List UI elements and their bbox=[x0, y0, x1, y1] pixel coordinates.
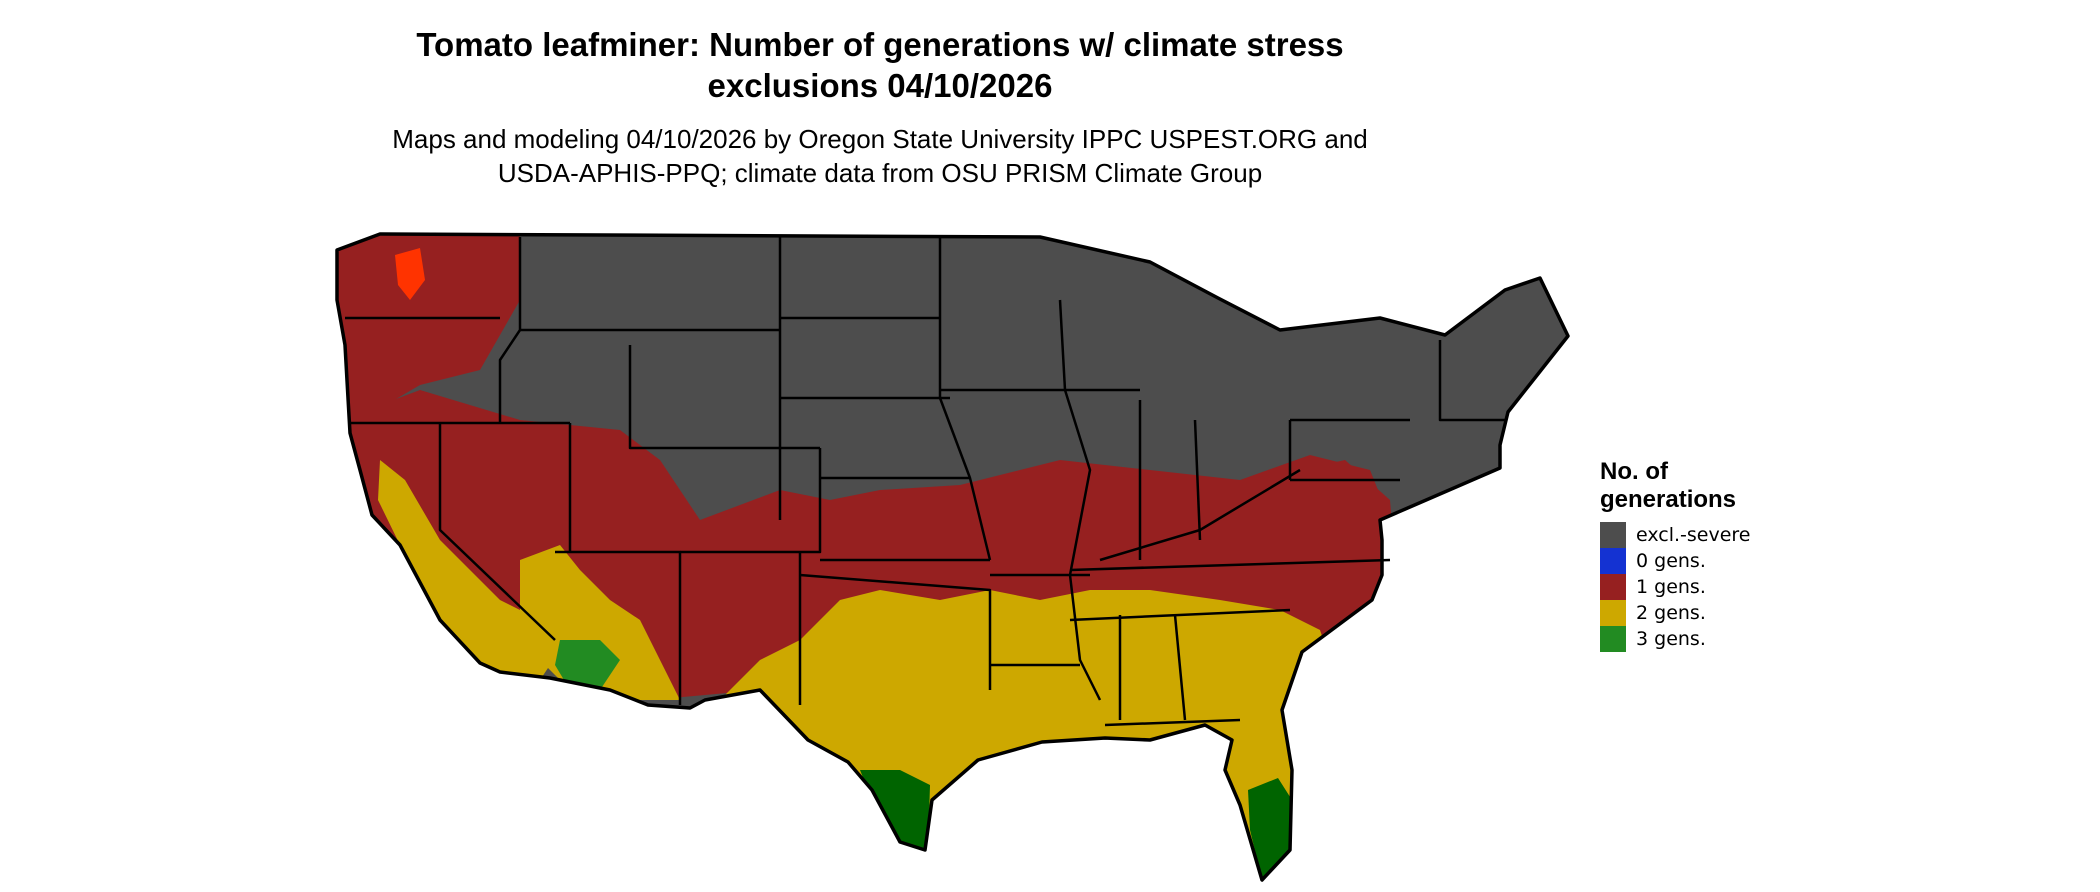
legend-swatch bbox=[1600, 574, 1626, 600]
zone-3-gen-south-florida bbox=[1248, 778, 1292, 880]
map-title: Tomato leafminer: Number of generations … bbox=[380, 24, 1380, 106]
border-tn-south bbox=[1069, 608, 1291, 622]
border-ohio-river bbox=[1099, 468, 1301, 562]
legend: No. of generations excl.-severe 0 gens. 1 … bbox=[1600, 458, 1800, 652]
border-new-england bbox=[1438, 340, 1505, 422]
border-tn-north bbox=[1069, 558, 1391, 572]
border-ca-nv bbox=[438, 423, 556, 641]
state-borders bbox=[335, 232, 1570, 882]
border-in-oh bbox=[1193, 419, 1202, 541]
us-outline bbox=[335, 232, 1570, 882]
border-ok-tx bbox=[799, 573, 992, 690]
legend-label: 3 gens. bbox=[1636, 628, 1706, 650]
legend-label: 1 gens. bbox=[1636, 576, 1706, 598]
legend-item: 0 gens. bbox=[1600, 548, 1800, 574]
zone-hotspot-puget-sound bbox=[395, 248, 425, 300]
map-subtitle-line-2: USDA-APHIS-PPQ; climate data from OSU PR… bbox=[497, 158, 1263, 188]
map-subtitle-line-1: Maps and modeling 04/10/2026 by Oregon S… bbox=[392, 124, 1368, 154]
zone-2-gen-california bbox=[378, 460, 560, 680]
map-title-line-1: Tomato leafminer: Number of generations … bbox=[416, 26, 1344, 63]
zone-3-gen-arizona bbox=[555, 640, 620, 690]
legend-title: No. of generations bbox=[1600, 458, 1800, 514]
border-co-nm bbox=[680, 448, 822, 554]
border-al-ga bbox=[1173, 614, 1187, 721]
legend-swatch bbox=[1600, 626, 1626, 652]
zone-2-gen-gulf bbox=[720, 590, 1330, 880]
map-title-line-2: exclusions 04/10/2026 bbox=[707, 67, 1053, 104]
zone-3-gen-south-texas bbox=[860, 770, 930, 850]
border-wy-co bbox=[628, 345, 820, 450]
zone-1-gen-mid-atlantic bbox=[1300, 460, 1395, 610]
legend-title-line-1: No. of bbox=[1600, 458, 1668, 485]
legend-items: excl.-severe 0 gens. 1 gens. 2 gens. 3 gens. bbox=[1600, 522, 1800, 652]
border-id-west bbox=[498, 237, 522, 423]
border-ga-fl bbox=[1104, 718, 1241, 727]
legend-item: 1 gens. bbox=[1600, 574, 1800, 600]
legend-item: excl.-severe bbox=[1600, 522, 1800, 548]
legend-item: 2 gens. bbox=[1600, 600, 1800, 626]
zone-1-gen-pacific-northwest bbox=[337, 234, 520, 430]
legend-swatch bbox=[1600, 548, 1626, 574]
map-subtitle: Maps and modeling 04/10/2026 by Oregon S… bbox=[380, 122, 1380, 190]
legend-title-line-2: generations bbox=[1600, 486, 1737, 513]
legend-label: excl.-severe bbox=[1636, 524, 1751, 546]
legend-swatch bbox=[1600, 600, 1626, 626]
legend-label: 2 gens. bbox=[1636, 602, 1706, 624]
border-mississippi-river bbox=[1058, 299, 1102, 701]
legend-swatch bbox=[1600, 522, 1626, 548]
legend-label: 0 gens. bbox=[1636, 550, 1706, 572]
legend-item: 3 gens. bbox=[1600, 626, 1800, 652]
border-plains-east bbox=[938, 237, 992, 561]
